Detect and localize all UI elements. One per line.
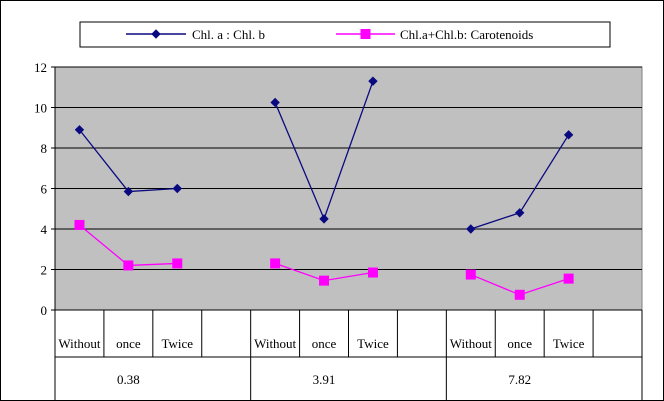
y-tick-label: 0 <box>41 303 48 318</box>
x-tick-label: once <box>312 336 337 351</box>
x-group-label: 0.38 <box>117 372 140 387</box>
gridlines <box>55 66 642 270</box>
legend-marker-square <box>360 29 371 39</box>
data-point <box>465 269 476 280</box>
data-point <box>74 219 85 230</box>
data-point <box>368 76 378 86</box>
y-tick-label: 12 <box>34 60 47 75</box>
legend-marker-diamond <box>151 29 161 39</box>
y-tick-label: 8 <box>41 141 48 156</box>
legend-marker <box>360 29 371 39</box>
data-point <box>123 186 134 197</box>
y-tick-label: 6 <box>41 182 48 197</box>
data-point <box>270 258 281 269</box>
x-tick-label: Twice <box>162 336 194 351</box>
data-point <box>514 289 525 300</box>
data-point <box>270 97 280 108</box>
x-tick-label: once <box>116 336 141 351</box>
x-group-label: 7.82 <box>508 372 531 387</box>
x-tick-label: once <box>507 336 532 351</box>
data-point <box>466 224 476 234</box>
legend-label-chl-ratio: Chl. a : Chl. b <box>192 27 265 42</box>
data-point <box>123 260 134 271</box>
series-layer <box>74 76 574 300</box>
legend-label-carotenoids: Chl.a+Chl.b: Carotenoids <box>400 27 533 42</box>
y-tick-label: 2 <box>41 263 48 278</box>
x-tick-label: Without <box>450 336 492 351</box>
series-carotenoids <box>74 219 574 300</box>
x-tick-label: Without <box>254 336 296 351</box>
data-point <box>563 273 574 284</box>
y-tick-label: 10 <box>34 101 47 116</box>
data-point <box>172 183 182 194</box>
series-chl-ratio <box>74 76 574 234</box>
data-point <box>515 208 525 218</box>
data-point <box>319 214 329 224</box>
data-point <box>319 275 330 286</box>
legend: Chl. a : Chl. b Chl.a+Chl.b: Carotenoids <box>79 21 611 48</box>
data-point <box>172 258 183 269</box>
data-point <box>563 130 574 140</box>
x-tick-label: Without <box>58 336 100 351</box>
data-point <box>74 125 85 135</box>
y-axis: 0 2 4 6 8 10 12 <box>34 60 56 318</box>
legend-marker <box>151 29 161 39</box>
x-group-label: 3.91 <box>313 372 336 387</box>
x-axis: Without once Twice 0.38 Without once Twice 3.91… <box>54 309 643 401</box>
x-tick-label: Twice <box>553 336 585 351</box>
y-tick-label: 4 <box>41 222 48 237</box>
data-point <box>367 267 378 278</box>
x-tick-label: Twice <box>357 336 389 351</box>
